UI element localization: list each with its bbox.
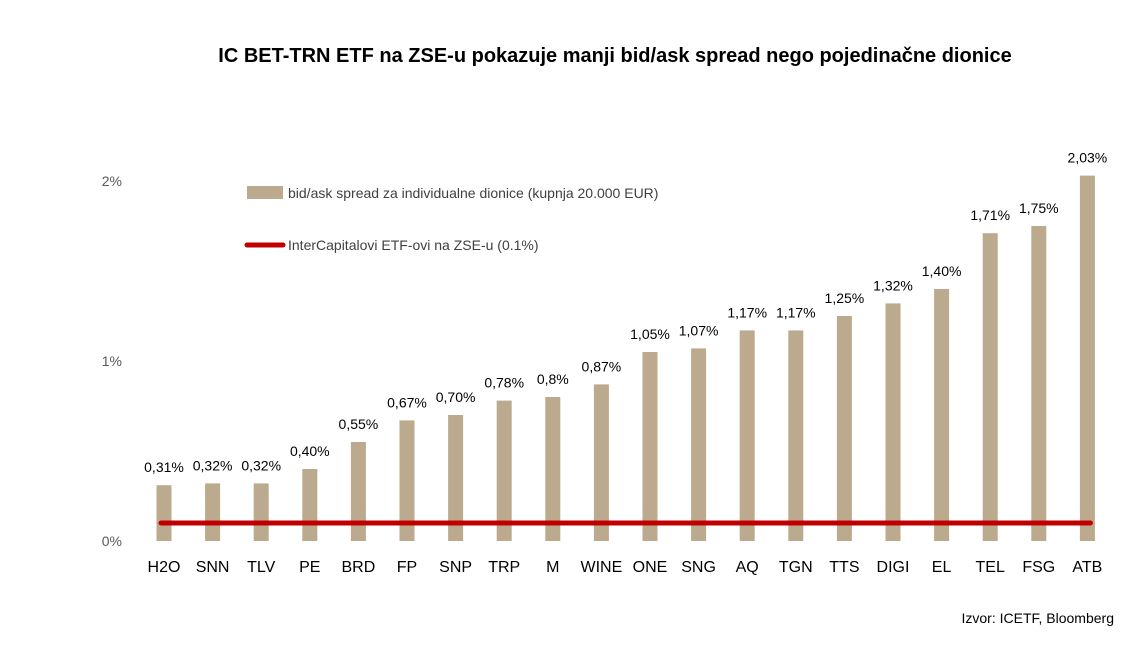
bar-data-label: 0,78%: [484, 375, 524, 391]
x-tick-label: PE: [299, 559, 320, 576]
x-tick-label: H2O: [148, 559, 181, 576]
x-tick-label: EL: [932, 559, 952, 576]
x-tick-label: DIGI: [877, 559, 910, 576]
bar-data-label: 1,05%: [630, 326, 670, 342]
bar-data-label: 0,8%: [537, 371, 569, 387]
chart-title: IC BET-TRN ETF na ZSE-u pokazuje manji b…: [218, 45, 1011, 67]
x-tick-label: M: [546, 559, 559, 576]
x-tick-label: FP: [397, 559, 417, 576]
source-note: Izvor: ICETF, Bloomberg: [962, 610, 1115, 626]
x-axis: H2O SNN TLV PE BRD FP SNP TRP M WINE ONE SNG AQ TGN TT…: [148, 559, 1103, 576]
bar-data-label: 0,67%: [387, 394, 427, 410]
bar: [448, 415, 464, 541]
bar: [350, 442, 366, 541]
bar-data-label: 1,32%: [873, 277, 913, 293]
bar-data-label: 1,07%: [679, 322, 719, 338]
legend-swatch-bars: [247, 186, 283, 199]
bar: [302, 469, 318, 541]
x-tick-label: SNG: [681, 559, 716, 576]
bar: [156, 485, 172, 541]
bar: [593, 384, 609, 541]
x-tick-label: TLV: [247, 559, 275, 576]
bar: [545, 397, 561, 541]
bar-data-label: 1,75%: [1019, 200, 1059, 216]
legend-label-line: InterCapitalovi ETF-ovi na ZSE-u (0.1%): [288, 237, 539, 253]
bar: [885, 303, 901, 541]
x-tick-label: BRD: [342, 559, 376, 576]
y-axis: 0% 1% 2%: [102, 173, 122, 549]
bar: [205, 483, 221, 541]
x-tick-label: TEL: [976, 559, 1005, 576]
bar: [399, 420, 415, 541]
bar-data-label: 0,70%: [436, 389, 476, 405]
x-tick-label: WINE: [581, 559, 623, 576]
bar: [642, 352, 658, 541]
bar: [496, 400, 512, 541]
bar: [1079, 175, 1095, 541]
bar-data-label: 1,17%: [727, 304, 767, 320]
bar-data-label: 0,87%: [582, 358, 622, 374]
x-tick-label: TGN: [779, 559, 813, 576]
data-labels-group: 0,31% 0,32% 0,32% 0,40% 0,55% 0,67% 0,70% 0,78%…: [144, 150, 1107, 476]
bar-data-label: 1,71%: [970, 207, 1010, 223]
bars-group: [156, 175, 1095, 541]
x-tick-label: TTS: [829, 559, 859, 576]
x-tick-label: ONE: [633, 559, 668, 576]
bar: [1031, 226, 1047, 541]
legend: bid/ask spread za individualne dionice (…: [244, 185, 658, 253]
bar-data-label: 0,32%: [241, 457, 281, 473]
bar-data-label: 0,32%: [193, 457, 233, 473]
x-tick-label: SNP: [439, 559, 472, 576]
x-tick-label: ATB: [1072, 559, 1102, 576]
bar-data-label: 0,40%: [290, 443, 330, 459]
bar: [788, 330, 804, 541]
y-tick-label: 0%: [102, 533, 122, 549]
bar: [253, 483, 269, 541]
bar: [739, 330, 755, 541]
bar-data-label: 0,31%: [144, 459, 184, 475]
x-tick-label: SNN: [196, 559, 230, 576]
bar: [982, 233, 998, 541]
bar-data-label: 1,25%: [825, 290, 865, 306]
bar-data-label: 2,03%: [1068, 150, 1108, 166]
x-tick-label: AQ: [736, 559, 759, 576]
bar: [836, 316, 852, 541]
y-tick-label: 1%: [102, 353, 122, 369]
x-tick-label: FSG: [1022, 559, 1055, 576]
legend-label-bars: bid/ask spread za individualne dionice (…: [288, 185, 658, 201]
bar-data-label: 1,17%: [776, 304, 816, 320]
x-tick-label: TRP: [488, 559, 520, 576]
bar-data-label: 1,40%: [922, 263, 962, 279]
bar: [691, 348, 707, 541]
bar-data-label: 0,55%: [339, 416, 379, 432]
y-tick-label: 2%: [102, 173, 122, 189]
bar: [934, 289, 950, 541]
